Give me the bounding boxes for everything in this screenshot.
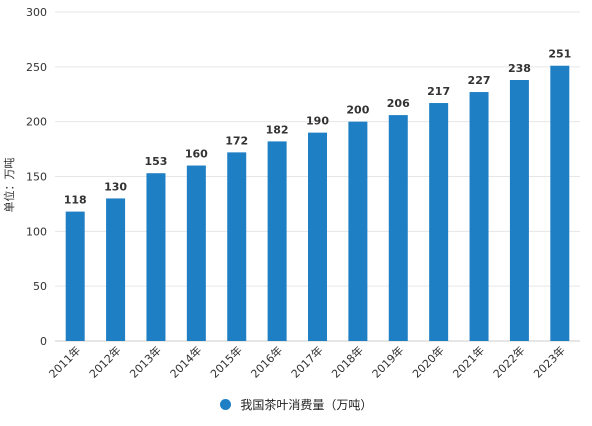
legend-marker xyxy=(219,399,231,410)
bar xyxy=(469,92,489,341)
x-tick-label: 2016年 xyxy=(248,343,285,380)
bar-value-label: 217 xyxy=(427,85,450,98)
bar-value-label: 172 xyxy=(225,134,248,147)
bars xyxy=(65,65,570,342)
x-tick-label: 2014年 xyxy=(167,343,204,380)
y-tick-label: 100 xyxy=(26,225,47,238)
x-tick-label: 2023年 xyxy=(530,343,567,380)
x-tick-label: 2019年 xyxy=(369,343,406,380)
x-tick-label: 2015年 xyxy=(207,343,244,380)
bar xyxy=(186,165,206,341)
data-labels: 118 130 153 160 172 182 190 200 206 217 227 238 251 xyxy=(64,48,572,207)
bar-value-label: 200 xyxy=(346,104,369,117)
bar-value-label: 182 xyxy=(266,123,289,136)
bar xyxy=(227,152,247,341)
x-tick-label: 2017年 xyxy=(288,343,325,380)
y-tick-label: 50 xyxy=(33,280,47,293)
x-axis-ticks: 2011年 2012年 2013年 2014年 2015年 2016年 2017年 2018年… xyxy=(46,343,568,380)
bar xyxy=(308,132,327,341)
y-tick-label: 0 xyxy=(40,335,47,348)
bar-value-label: 160 xyxy=(185,148,208,161)
y-axis-ticks: 0 50 100 150 200 250 300 xyxy=(26,6,47,348)
y-tick-label: 200 xyxy=(26,116,47,129)
bar xyxy=(267,141,287,341)
x-tick-label: 2013年 xyxy=(127,343,164,380)
bar xyxy=(509,79,529,341)
y-axis-title: 单位：万吨 xyxy=(2,158,16,213)
bar-value-label: 251 xyxy=(548,48,571,61)
x-tick-label: 2020年 xyxy=(409,343,446,380)
bar xyxy=(429,103,449,341)
legend-label: 我国茶叶消费量（万吨） xyxy=(240,398,373,412)
y-tick-label: 300 xyxy=(26,6,47,19)
bar-value-label: 238 xyxy=(508,62,531,75)
bar xyxy=(348,121,368,342)
y-tick-label: 150 xyxy=(26,171,47,184)
bar-value-label: 227 xyxy=(468,74,491,87)
x-tick-label: 2012年 xyxy=(86,343,123,380)
y-tick-label: 250 xyxy=(26,61,47,74)
bar xyxy=(106,198,126,341)
x-tick-label: 2022年 xyxy=(490,343,527,380)
bar-value-label: 206 xyxy=(387,97,410,110)
bar xyxy=(146,173,166,341)
bar xyxy=(65,211,85,341)
legend[interactable]: 我国茶叶消费量（万吨） xyxy=(0,396,592,413)
bar-value-label: 153 xyxy=(144,155,167,168)
bar-value-label: 190 xyxy=(306,115,329,128)
x-tick-label: 2021年 xyxy=(450,343,487,380)
bar xyxy=(388,115,408,341)
bar-value-label: 130 xyxy=(104,180,127,193)
bar-value-label: 118 xyxy=(64,194,87,207)
bar xyxy=(550,65,570,341)
x-tick-label: 2018年 xyxy=(329,343,366,380)
x-tick-label: 2011年 xyxy=(46,343,83,380)
